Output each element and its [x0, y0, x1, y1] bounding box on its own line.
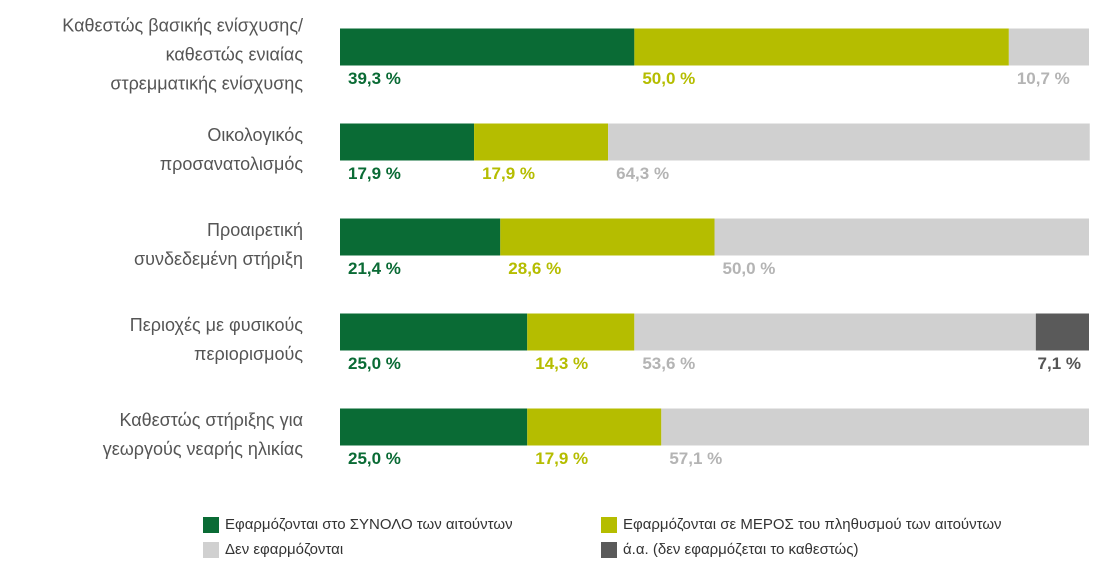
legend-label: Εφαρμόζονται στο ΣΥΝΟΛΟ των αιτούντων	[225, 516, 513, 533]
legend-swatch	[203, 542, 219, 558]
bar-segment	[714, 218, 1089, 256]
category-label: Καθεστώς βασικής ενίσχυσης/ καθεστώς ενι…	[62, 15, 303, 94]
value-label: 10,7 %	[1017, 69, 1070, 88]
value-label: 14,3 %	[535, 354, 588, 373]
bar-segment	[340, 408, 528, 446]
legend-swatch	[203, 517, 219, 533]
legend-swatch	[601, 542, 617, 558]
value-label: 39,3 %	[348, 69, 401, 88]
value-label: 7,1 %	[1038, 354, 1081, 373]
value-label: 25,0 %	[348, 354, 401, 373]
value-label: 57,1 %	[669, 449, 722, 468]
value-label: 21,4 %	[348, 259, 401, 278]
bar-segment	[634, 28, 1009, 66]
value-label: 17,9 %	[348, 164, 401, 183]
bar-segment	[340, 218, 501, 256]
bar-segment	[661, 408, 1089, 446]
value-label: 53,6 %	[642, 354, 695, 373]
legend-label: Εφαρμόζονται σε ΜΕΡΟΣ του πληθυσμού των …	[623, 516, 1002, 533]
legend-label: Δεν εφαρμόζονται	[225, 541, 343, 558]
bar-segment	[500, 218, 715, 256]
category-label: Προαιρετική συνδεδεμένη στήριξη	[134, 220, 303, 269]
bar-segment	[474, 123, 609, 161]
bar-segment	[527, 313, 635, 351]
bar-segment	[1008, 28, 1089, 66]
value-label: 50,0 %	[723, 259, 776, 278]
legend-swatch	[601, 517, 617, 533]
bar-segment	[527, 408, 662, 446]
category-label: Καθεστώς στήριξης για γεωργούς νεαρής ηλ…	[102, 410, 303, 459]
bar-segment	[1035, 313, 1089, 351]
bar-segment	[608, 123, 1090, 161]
bar-segment	[634, 313, 1036, 351]
bar-segment	[340, 28, 635, 66]
value-label: 64,3 %	[616, 164, 669, 183]
value-label: 17,9 %	[535, 449, 588, 468]
category-label: Περιοχές με φυσικούς περιορισμούς	[129, 315, 303, 364]
value-label: 25,0 %	[348, 449, 401, 468]
legend-label: ά.α. (δεν εφαρμόζεται το καθεστώς)	[623, 541, 858, 558]
category-label: Οικολογικός προσανατολισμός	[159, 125, 303, 174]
bar-segment	[340, 313, 528, 351]
value-label: 17,9 %	[482, 164, 535, 183]
value-label: 50,0 %	[642, 69, 695, 88]
bar-segment	[340, 123, 475, 161]
value-label: 28,6 %	[508, 259, 561, 278]
